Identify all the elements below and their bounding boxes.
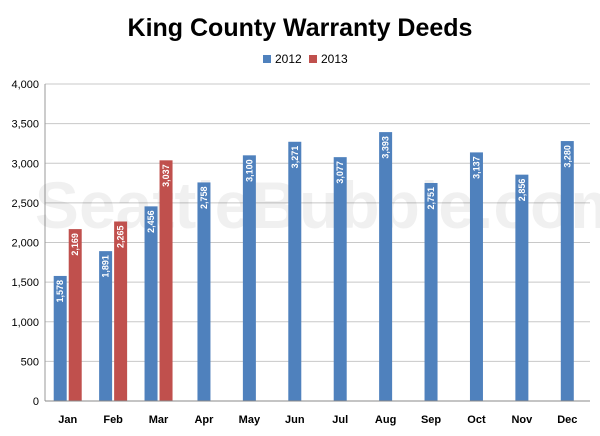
x-tick-label: Feb [103, 414, 123, 426]
y-tick-label: 4,000 [11, 79, 39, 91]
bar-2012-Feb [99, 251, 113, 401]
data-label: 2,456 [146, 210, 156, 233]
legend-label-2012: 2012 [275, 52, 302, 66]
data-label: 3,393 [381, 136, 391, 159]
data-label: 3,280 [562, 145, 572, 168]
x-tick-label: Apr [194, 414, 214, 426]
x-tick-label: Jun [285, 414, 305, 426]
data-label: 2,856 [517, 179, 527, 202]
data-label: 3,100 [244, 159, 254, 182]
legend: 2012 2013 [263, 52, 348, 66]
x-tick-label: Mar [149, 414, 169, 426]
bar-2012-Apr [197, 182, 211, 401]
y-axis-ticks: 0 500 1,000 1,500 2,000 2,500 3,000 3,500 4,000 [11, 79, 39, 408]
x-axis-categories: Jan Feb Mar Apr May Jun Jul Aug Sep Oct Nov Dec [58, 414, 577, 426]
legend-label-2013: 2013 [321, 52, 348, 66]
gridlines [44, 83, 590, 401]
bar-2013-Jan [68, 229, 82, 401]
data-label: 3,271 [290, 146, 300, 169]
x-tick-label: Sep [421, 414, 441, 426]
chart-title: King County Warranty Deeds [128, 14, 473, 42]
bar-2013-Feb [114, 221, 128, 401]
y-tick-label: 3,500 [11, 119, 39, 131]
bar-2012-Jun [288, 141, 302, 401]
legend-swatch-2013 [309, 55, 317, 63]
x-tick-label: Oct [467, 414, 486, 426]
x-tick-label: Jan [58, 414, 77, 426]
y-tick-label: 3,000 [11, 158, 39, 170]
bar-2012-May [242, 155, 256, 401]
x-tick-label: Dec [557, 414, 577, 426]
data-label: 1,578 [55, 280, 65, 303]
legend-swatch-2012 [263, 55, 271, 63]
bar-2013-Mar [159, 160, 173, 401]
data-label: 2,265 [116, 225, 126, 248]
data-label: 1,891 [101, 255, 111, 278]
bar-2012-Nov [515, 174, 529, 401]
y-tick-label: 500 [21, 356, 39, 368]
bar-2012-Sep [424, 182, 438, 401]
x-tick-label: Aug [375, 414, 396, 426]
data-label: 2,169 [70, 233, 80, 256]
y-tick-label: 1,000 [11, 317, 39, 329]
y-tick-label: 2,500 [11, 198, 39, 210]
bar-2012-Dec [560, 141, 574, 401]
data-label: 3,077 [335, 161, 345, 184]
bar-2012-Mar [144, 206, 158, 401]
data-label: 2,751 [426, 187, 436, 210]
y-tick-label: 2,000 [11, 238, 39, 250]
bar-2012-Oct [469, 152, 483, 401]
y-tick-label: 1,500 [11, 277, 39, 289]
bar-2012-Aug [379, 132, 393, 402]
watermark: SeattleBubble.com [35, 168, 600, 242]
y-tick-label: 0 [33, 396, 39, 408]
x-tick-label: May [239, 414, 261, 426]
bar-2012-Jan [53, 275, 67, 401]
bar-2012-Jul [333, 157, 347, 401]
bars [53, 132, 574, 402]
data-label: 3,037 [161, 164, 171, 187]
x-tick-label: Nov [511, 414, 533, 426]
data-label: 3,137 [471, 156, 481, 179]
data-label: 2,758 [199, 186, 209, 209]
data-labels: 1,578 2,169 1,891 2,265 2,456 3,037 2,758 3,100… [55, 136, 572, 302]
x-tick-label: Jul [332, 414, 348, 426]
